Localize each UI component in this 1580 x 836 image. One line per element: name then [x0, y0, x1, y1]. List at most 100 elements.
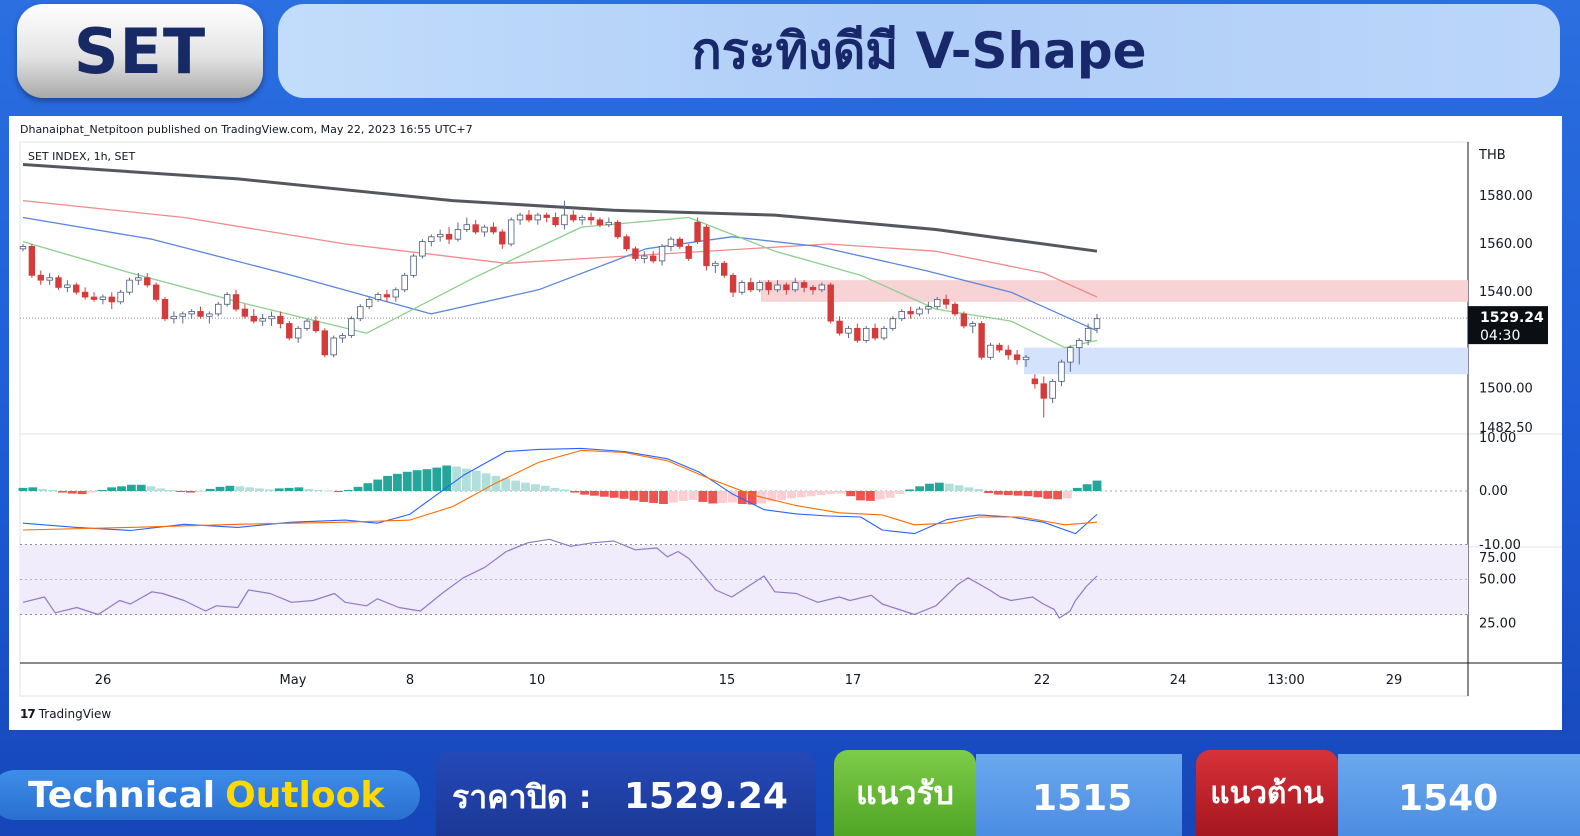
candle [401, 274, 408, 291]
macd-histogram-bar [314, 489, 323, 491]
macd-histogram-bar [994, 491, 1003, 495]
tradingview-logo-icon: 17 [20, 707, 36, 721]
candle [756, 282, 763, 291]
macd-histogram-bar [826, 491, 836, 495]
macd-histogram-bar [728, 491, 737, 503]
candle [188, 311, 195, 315]
candle [534, 214, 542, 221]
candle [809, 286, 817, 291]
macd-histogram-bar [264, 489, 274, 491]
candle [587, 217, 595, 221]
chart-title: SET INDEX, 1h, SET [28, 150, 135, 163]
macd-histogram-bar [18, 487, 28, 491]
headline-banner: กระทิงดีมี V-Shape [278, 4, 1560, 98]
time-tick-label: 17 [845, 673, 862, 688]
rsi-line [22, 538, 1098, 619]
time-tick-label: 13:00 [1267, 673, 1304, 688]
candle [232, 294, 240, 310]
macd-histogram-bar [659, 491, 668, 504]
candle [818, 284, 826, 291]
macd-histogram-bar [934, 482, 944, 491]
candle [1013, 354, 1021, 361]
macd-histogram-bar [856, 491, 865, 501]
rsi-tick-label: 50.00 [1479, 573, 1516, 588]
time-tick-label: 29 [1386, 673, 1403, 688]
macd-histogram-bar [895, 491, 905, 495]
candle [596, 219, 604, 226]
candle [55, 277, 62, 288]
candle [1040, 383, 1047, 399]
macd-histogram-bar [1013, 491, 1023, 496]
technical-text: Technical [28, 774, 216, 816]
macd-histogram-bar [925, 483, 934, 491]
candle [374, 294, 382, 300]
macd-histogram-bar [126, 484, 136, 491]
candle [410, 255, 417, 276]
candle [259, 318, 266, 322]
macd-histogram-bar [550, 487, 560, 491]
candle [898, 311, 905, 320]
candle [658, 246, 666, 262]
macd-histogram-bar [540, 485, 550, 491]
macd-histogram-bar [166, 489, 176, 491]
candle [1076, 339, 1083, 349]
tradingview-wordmark: TradingView [38, 707, 112, 721]
price-tick-label: 1482.50 [1479, 421, 1533, 436]
candle [126, 279, 133, 293]
candle [445, 233, 453, 240]
candle [623, 236, 630, 250]
macd-histogram-bar [619, 491, 629, 499]
macd-histogram-bar [875, 491, 885, 500]
candle [525, 214, 533, 221]
candle [942, 299, 950, 305]
macd-histogram-bar [521, 482, 530, 491]
time-tick-label: 26 [95, 673, 112, 688]
candle [108, 296, 115, 303]
candle [117, 291, 124, 303]
candle [996, 344, 1003, 351]
candle [81, 291, 89, 298]
candle [578, 217, 586, 221]
candle [969, 323, 976, 327]
time-tick-label: 22 [1034, 673, 1051, 688]
candle [871, 327, 879, 339]
macd-histogram-bar [1003, 491, 1013, 496]
macd-histogram-bar [1072, 487, 1082, 491]
macd-histogram-bar [156, 488, 166, 491]
candle [614, 221, 621, 238]
candle [889, 318, 897, 329]
candle [685, 246, 692, 259]
candle [605, 221, 613, 226]
close-price-box [436, 752, 816, 836]
candle [383, 294, 391, 298]
candle [729, 274, 737, 293]
macd-histogram-bar [885, 491, 895, 498]
macd-histogram-bar [442, 465, 452, 491]
candle [170, 315, 178, 320]
macd-histogram-bar [333, 491, 343, 493]
macd-histogram-bar [107, 487, 117, 491]
resistance-label: แนวต้าน [1196, 750, 1338, 836]
candle [800, 282, 808, 288]
price-tick-label: 1580.00 [1479, 189, 1533, 204]
candle [419, 241, 426, 257]
candle [46, 277, 53, 281]
macd-histogram-bar [1063, 491, 1072, 499]
candle [951, 303, 959, 315]
macd-histogram-bar [432, 467, 442, 491]
macd-histogram-bar [629, 491, 639, 501]
last-price-value: 1529.24 [1480, 310, 1544, 326]
macd-histogram-bar [324, 490, 333, 492]
macd-histogram-bar [186, 491, 195, 493]
candle [365, 299, 373, 308]
macd-histogram-bar [530, 484, 540, 491]
macd-histogram-bar [599, 491, 609, 497]
candle [19, 246, 27, 250]
candle [827, 284, 834, 322]
trading-chart[interactable]: SET INDEX, 1h, SET THB1580.001560.001540.… [9, 116, 1562, 730]
macd-histogram-bar [639, 491, 649, 502]
macd-histogram-bar [560, 489, 570, 491]
macd-histogram-bar [787, 491, 796, 499]
macd-histogram-bar [511, 480, 521, 491]
candle [792, 282, 799, 291]
